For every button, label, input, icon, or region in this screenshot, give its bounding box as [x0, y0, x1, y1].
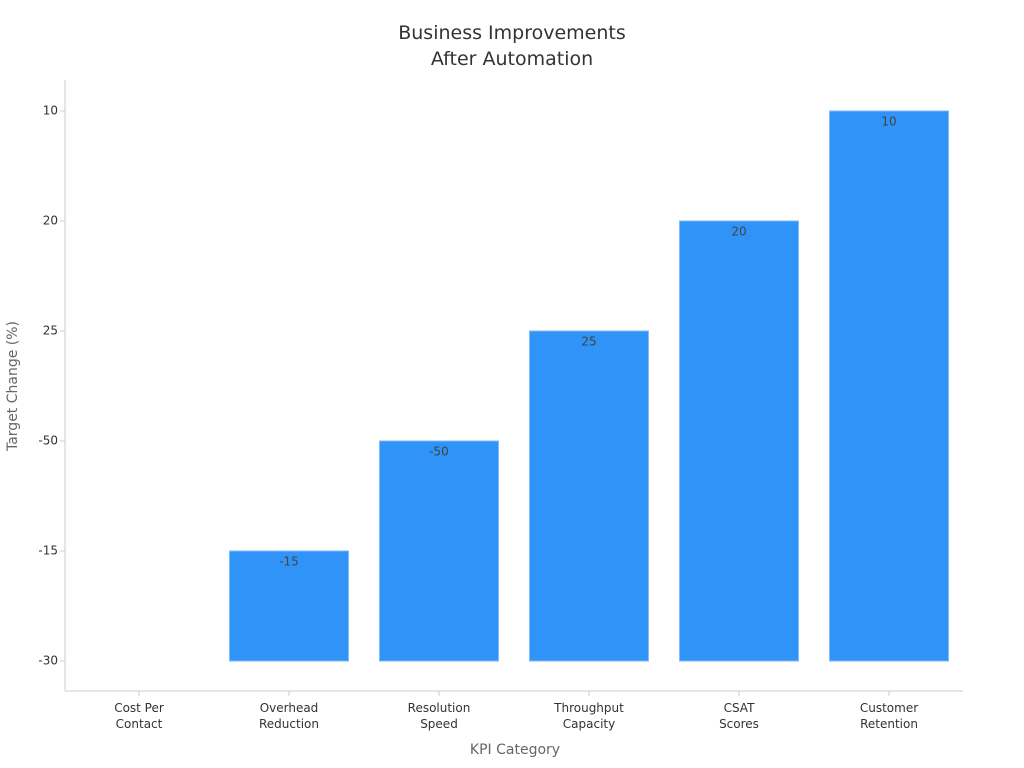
bar: [529, 330, 649, 662]
y-tick-label: -50: [38, 434, 58, 448]
x-tick-label: Throughput Capacity: [553, 701, 624, 731]
value-label: 10: [881, 115, 896, 129]
x-tick-label: Cost Per Contact: [114, 701, 164, 731]
y-tick-label: -15: [38, 544, 58, 558]
value-label: 25: [581, 335, 596, 349]
y-tick-label: 20: [43, 214, 58, 228]
bar: [229, 550, 349, 662]
y-tick-label: 10: [43, 104, 58, 118]
x-axis-title: KPI Category: [470, 742, 560, 758]
value-label: 20: [731, 225, 746, 239]
x-tick-label: Resolution Speed: [408, 701, 471, 731]
value-label: -15: [279, 555, 299, 569]
x-tick-label: Customer Retention: [860, 701, 918, 731]
value-label: -50: [429, 445, 449, 459]
bar: [679, 220, 799, 662]
x-tick-label: Overhead Reduction: [259, 701, 319, 731]
y-axis-title: Target Change (%): [5, 321, 21, 452]
bar: [829, 110, 949, 662]
x-tick-label: CSAT Scores: [719, 701, 759, 731]
chart-title: Business Improvements After Automation: [398, 22, 626, 70]
y-tick-label: 25: [43, 324, 58, 338]
bar: [379, 440, 499, 662]
y-tick-label: -30: [38, 654, 58, 668]
